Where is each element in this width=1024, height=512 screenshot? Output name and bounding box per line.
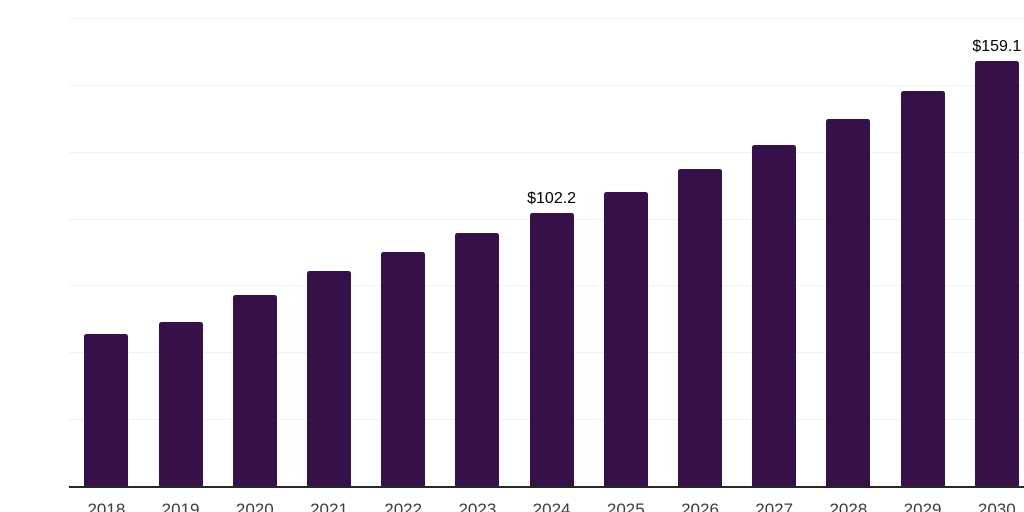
x-axis-tick-labels: 2018 2019 2020 2021 2022 2023 2024 2025 2026 2027…	[69, 501, 1024, 512]
bar-2027[interactable]	[752, 145, 797, 486]
plot-area: $102.2 $159.1	[69, 16, 1024, 486]
bar-2020[interactable]	[232, 295, 277, 486]
x-axis-tick-label-2019: 2019	[161, 500, 200, 512]
x-axis-tick-label-2025: 2025	[606, 500, 645, 512]
x-axis-line	[69, 486, 1024, 488]
bar-value-label-2030: $159.1	[972, 37, 1022, 55]
x-axis-tick-label-2018: 2018	[87, 500, 126, 512]
bar-2030[interactable]	[974, 60, 1019, 486]
bar-chart: $102.2 $159.1 2018 2019 2020 2021 2022 2023 202…	[40, 16, 1024, 512]
x-axis-tick-label-2020: 2020	[235, 500, 274, 512]
bar-2029[interactable]	[900, 90, 945, 486]
bar-2026[interactable]	[678, 169, 722, 486]
bar-2023[interactable]	[455, 232, 500, 486]
bar-2028[interactable]	[826, 118, 871, 486]
bar-2021[interactable]	[307, 271, 351, 486]
x-axis-tick-label-2030: 2030	[977, 500, 1016, 512]
bar-2018[interactable]	[84, 333, 129, 486]
gridline	[69, 151, 1024, 153]
gridline	[69, 18, 1024, 19]
bar-2024[interactable]	[529, 212, 574, 486]
x-axis-tick-label-2023: 2023	[458, 500, 497, 512]
bar-value-label-2024: $102.2	[527, 189, 577, 207]
x-axis-tick-label-2024: 2024	[532, 500, 571, 512]
x-axis-tick-label-2029: 2029	[903, 500, 942, 512]
x-axis-tick-label-2028: 2028	[829, 500, 868, 512]
gridline	[69, 84, 1024, 86]
x-axis-tick-label-2026: 2026	[681, 500, 719, 512]
x-axis-tick-label-2022: 2022	[384, 500, 423, 512]
x-axis-tick-label-2027: 2027	[755, 500, 794, 512]
bar-2022[interactable]	[381, 251, 426, 486]
x-axis-tick-label-2021: 2021	[310, 500, 348, 512]
bar-2025[interactable]	[603, 191, 648, 486]
bar-2019[interactable]	[158, 321, 203, 486]
